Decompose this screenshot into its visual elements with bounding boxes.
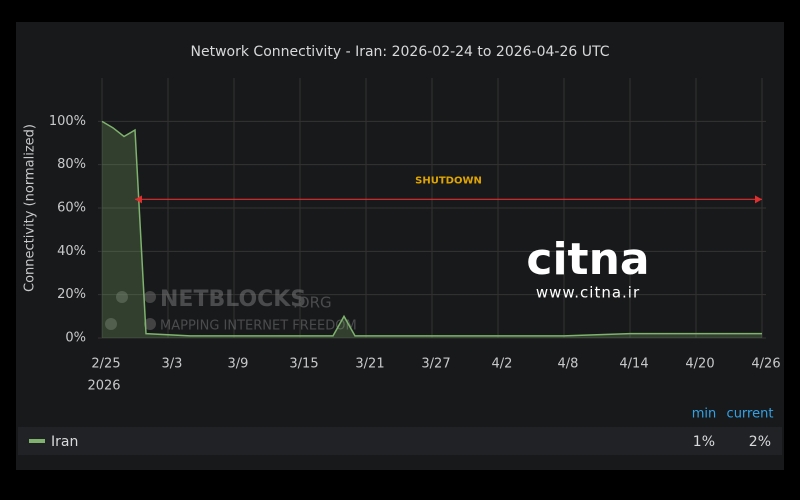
logo-dot bbox=[116, 291, 128, 303]
arrow-head bbox=[755, 195, 762, 204]
x-tick-label: 4/8 bbox=[558, 357, 579, 372]
y-tick-label: 60% bbox=[57, 201, 86, 216]
panel bbox=[16, 22, 784, 470]
x-tick-label: 3/15 bbox=[289, 357, 318, 372]
x-tick-label: 4/14 bbox=[619, 357, 648, 372]
logo-dot bbox=[144, 318, 156, 330]
series-line bbox=[101, 120, 762, 337]
annotation-label: SHUTDOWN bbox=[415, 175, 482, 186]
x-tick-label: 4/20 bbox=[685, 357, 714, 372]
y-axis-label: Connectivity (normalized) bbox=[23, 124, 38, 292]
legend-value: 1% bbox=[693, 434, 715, 450]
x-tick-label: 3/9 bbox=[228, 357, 249, 372]
y-tick-label: 40% bbox=[57, 244, 86, 259]
netblocks-name: NETBLOCKS bbox=[160, 287, 306, 312]
legend-column-header: current bbox=[727, 407, 774, 422]
legend-column-header: min bbox=[692, 407, 717, 422]
x-tick-label: 3/21 bbox=[355, 357, 384, 372]
legend-row bbox=[18, 427, 782, 455]
netblocks-watermark: NETBLOCKS .ORG MAPPING INTERNET FREEDOM bbox=[105, 287, 357, 334]
x-tick-label: 4/2 bbox=[492, 357, 513, 372]
y-tick-label: 0% bbox=[65, 331, 86, 346]
x-tick-label: 3/3 bbox=[162, 357, 183, 372]
logo-dot bbox=[105, 318, 117, 330]
chart-title: Network Connectivity - Iran: 2026-02-24 … bbox=[191, 44, 610, 60]
x-tick-label: 3/27 bbox=[421, 357, 450, 372]
legend-label: Iran bbox=[51, 434, 78, 450]
netblocks-tagline: MAPPING INTERNET FREEDOM bbox=[160, 319, 357, 334]
x-tick-label: 4/26 bbox=[751, 357, 780, 372]
x-tick-label: 2/25 bbox=[91, 357, 120, 372]
x-year-label: 2026 bbox=[87, 379, 120, 394]
y-tick-label: 80% bbox=[57, 157, 86, 172]
citna-url: www.citna.ir bbox=[536, 284, 640, 302]
legend-value: 2% bbox=[749, 434, 771, 450]
y-tick-label: 20% bbox=[57, 287, 86, 302]
netblocks-suffix: .ORG bbox=[293, 294, 332, 312]
arrow-head bbox=[135, 195, 142, 204]
citna-logo: citna bbox=[526, 234, 649, 285]
y-tick-label: 100% bbox=[49, 114, 86, 129]
logo-dot bbox=[144, 291, 156, 303]
